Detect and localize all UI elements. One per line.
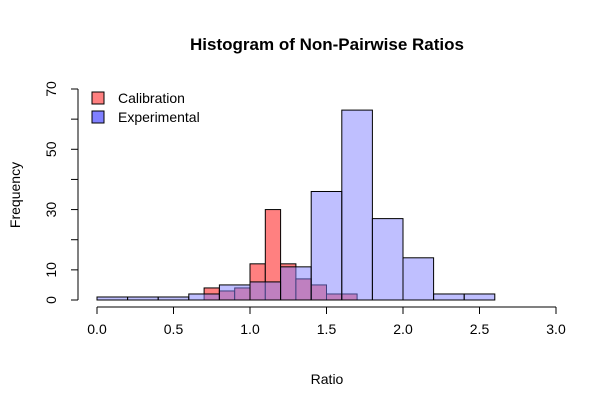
- bar-experimental-4: [218, 284, 251, 301]
- bar-experimental-5: [249, 281, 282, 301]
- x-tick-label-6: 3.0: [546, 321, 566, 337]
- legend-swatch-calibration: [91, 91, 105, 105]
- x-tick-label-2: 1.0: [240, 321, 260, 337]
- y-tick-label-0: 0: [43, 296, 59, 304]
- bar-experimental-7: [310, 190, 343, 301]
- y-tick-label-3: 50: [43, 141, 59, 157]
- bars-layer: [96, 109, 496, 301]
- y-tick-label-1: 10: [43, 262, 59, 278]
- bar-experimental-6: [280, 266, 312, 301]
- y-tick-label-4: 70: [43, 81, 59, 97]
- legend-swatch-experimental: [91, 110, 105, 124]
- x-tick-label-1: 0.5: [164, 321, 184, 337]
- bar-experimental-0: [96, 296, 129, 301]
- bar-experimental-11: [433, 293, 465, 301]
- x-tick-label-0: 0.0: [87, 321, 107, 337]
- bar-experimental-8: [341, 109, 373, 301]
- bar-experimental-1: [127, 296, 159, 301]
- x-tick-label-3: 1.5: [317, 321, 337, 337]
- legend: Calibration Experimental: [91, 90, 200, 125]
- y-tick-label-2: 30: [43, 202, 59, 218]
- y-axis-label: Frequency: [7, 162, 23, 228]
- x-tick-label-4: 2.0: [393, 321, 413, 337]
- y-axis: 0 10 30 50 70: [43, 81, 79, 304]
- legend-label-experimental: Experimental: [118, 109, 200, 125]
- bar-experimental-2: [157, 296, 190, 301]
- bar-experimental-10: [402, 257, 435, 301]
- bar-experimental-12: [463, 293, 496, 301]
- x-axis: 0.0 0.5 1.0 1.5 2.0 2.5 3.0: [87, 306, 566, 337]
- bar-experimental-9: [371, 218, 404, 301]
- bar-experimental-3: [188, 293, 220, 301]
- legend-label-calibration: Calibration: [118, 90, 185, 106]
- chart-title: Histogram of Non-Pairwise Ratios: [190, 35, 464, 54]
- x-axis-label: Ratio: [311, 371, 344, 387]
- x-tick-label-5: 2.5: [470, 321, 490, 337]
